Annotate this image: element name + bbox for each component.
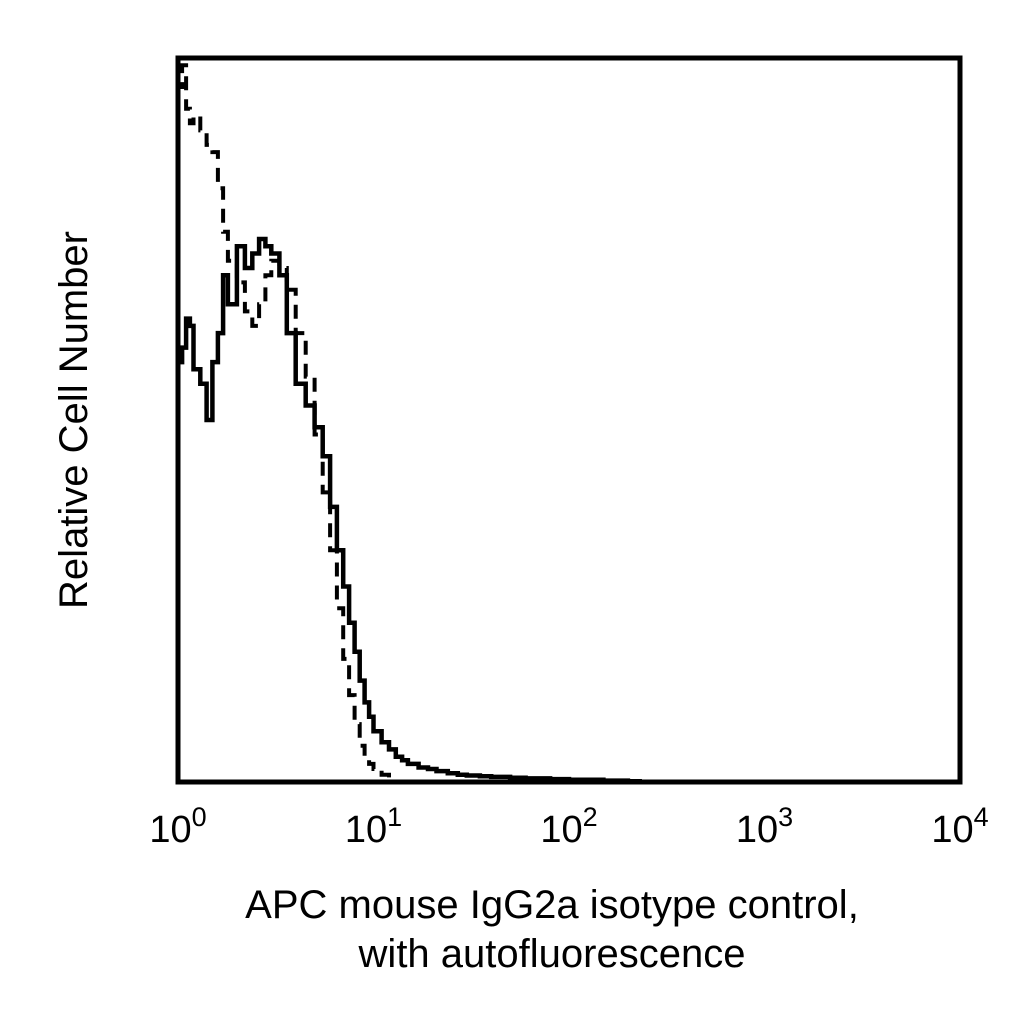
y-axis-label: Relative Cell Number xyxy=(52,231,96,609)
series-line-dashed xyxy=(176,63,398,782)
x-tick-label: 100 xyxy=(149,802,206,851)
series-line-solid xyxy=(175,236,642,784)
plot-frame xyxy=(175,55,963,785)
x-axis-label-line-2: with autofluorescence xyxy=(358,932,746,976)
x-tick-label: 103 xyxy=(736,802,793,851)
x-axis-label-line-1: APC mouse IgG2a isotype control, xyxy=(245,883,859,927)
x-tick-labels: 100 101 102 103 104 xyxy=(149,802,988,851)
x-tick-label: 104 xyxy=(931,802,988,851)
x-tick-label: 101 xyxy=(345,802,402,851)
series-layer xyxy=(175,63,642,784)
x-tick-label: 102 xyxy=(540,802,597,851)
